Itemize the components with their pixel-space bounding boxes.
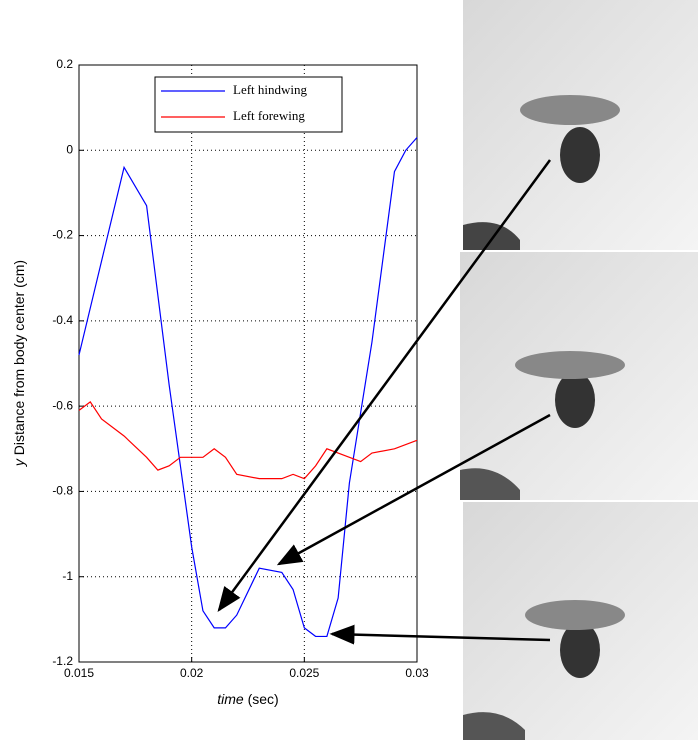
- y-tick-label: -0.8: [52, 484, 73, 498]
- series-line: [78, 137, 418, 638]
- x-label-unit: (sec): [248, 691, 279, 707]
- arrows: [217, 159, 552, 645]
- y-label-text: Distance from body center (cm): [11, 260, 27, 455]
- legend-label: Left forewing: [233, 108, 305, 123]
- x-axis-label: time (sec): [217, 691, 278, 707]
- series-line: [78, 401, 418, 480]
- photos: [460, 0, 698, 740]
- legend-label: Left hindwing: [233, 82, 308, 97]
- x-tick-label: 0.03: [405, 666, 429, 680]
- x-tick-label: 0.015: [64, 666, 94, 680]
- y-tick-label: 0: [66, 142, 73, 156]
- plot-area: [78, 64, 418, 663]
- y-tick-label: 0.2: [56, 57, 73, 71]
- x-label-var: time: [217, 691, 244, 707]
- legend-box: [154, 76, 343, 133]
- y-axis-label: y Distance from body center (cm): [11, 260, 27, 467]
- y-tick-label: -0.2: [52, 228, 73, 242]
- x-tick-label: 0.025: [289, 666, 319, 680]
- y-label-var: y: [11, 458, 27, 467]
- y-tick-label: -0.4: [52, 313, 73, 327]
- y-tick-label: -1.2: [52, 654, 73, 668]
- x-tick-label: 0.02: [180, 666, 204, 680]
- y-tick-label: -1: [62, 569, 73, 583]
- y-tick-label: -0.6: [52, 398, 73, 412]
